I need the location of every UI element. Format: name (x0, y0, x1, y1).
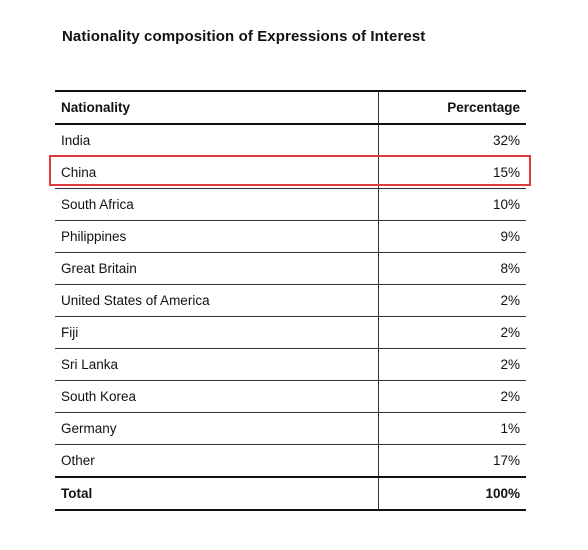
nationality-cell: South Africa (55, 188, 379, 221)
total-row: Total 100% (55, 476, 526, 511)
table-row: Sri Lanka 2% (55, 348, 526, 381)
nationality-cell: India (55, 124, 379, 157)
table-row: Philippines 9% (55, 220, 526, 253)
table-row: Germany 1% (55, 412, 526, 445)
percentage-cell: 1% (378, 412, 526, 445)
percentage-cell: 10% (378, 188, 526, 221)
table-row: Fiji 2% (55, 316, 526, 349)
percentage-cell: 15% (378, 156, 526, 189)
percentage-cell: 17% (378, 444, 526, 478)
column-header-nationality: Nationality (55, 90, 379, 125)
nationality-cell: Fiji (55, 316, 379, 349)
nationality-cell: Great Britain (55, 252, 379, 285)
table-header-row: Nationality Percentage (55, 90, 526, 125)
total-label: Total (55, 476, 379, 511)
table-row: South Africa 10% (55, 188, 526, 221)
nationality-cell: China (55, 156, 379, 189)
nationality-cell: Other (55, 444, 379, 478)
percentage-cell: 8% (378, 252, 526, 285)
percentage-cell: 9% (378, 220, 526, 253)
nationality-cell: Philippines (55, 220, 379, 253)
percentage-cell: 2% (378, 348, 526, 381)
nationality-cell: South Korea (55, 380, 379, 413)
table-row: United States of America 2% (55, 284, 526, 317)
percentage-cell: 2% (378, 316, 526, 349)
table-row: Great Britain 8% (55, 252, 526, 285)
table-row: South Korea 2% (55, 380, 526, 413)
table-row-highlighted: China 15% (55, 156, 526, 189)
percentage-cell: 2% (378, 380, 526, 413)
total-value: 100% (378, 476, 526, 511)
nationality-cell: Germany (55, 412, 379, 445)
table-row: India 32% (55, 124, 526, 157)
percentage-cell: 32% (378, 124, 526, 157)
nationality-table: Nationality Percentage India 32% China 1… (55, 90, 526, 511)
table-row: Other 17% (55, 444, 526, 478)
nationality-cell: United States of America (55, 284, 379, 317)
percentage-cell: 2% (378, 284, 526, 317)
document-title: Nationality composition of Expressions o… (62, 28, 426, 45)
column-header-percentage: Percentage (378, 90, 526, 125)
nationality-cell: Sri Lanka (55, 348, 379, 381)
